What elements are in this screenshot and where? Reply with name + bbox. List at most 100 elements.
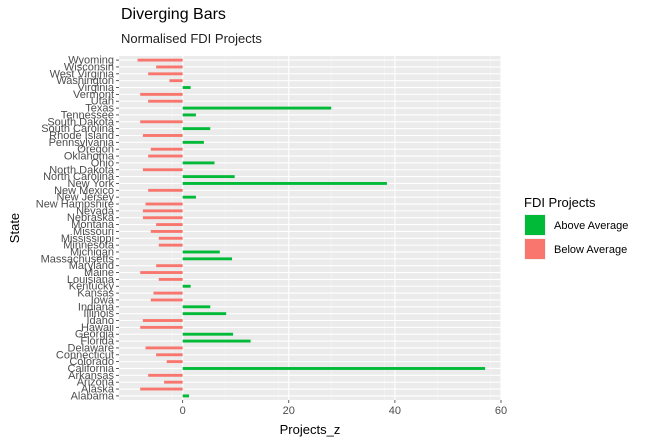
y-tick-label: Connecticut [56,349,114,361]
y-tick-label: West Virginia [50,68,115,80]
bar [182,332,234,336]
y-tick-label: Virginia [78,82,115,94]
bar [150,298,183,302]
y-tick-label: Tennessee [61,109,114,121]
y-tick-label: Texas [85,103,114,115]
bar [164,380,183,384]
bar [140,92,183,96]
bar [156,264,183,268]
chart-subtitle: Normalised FDI Projects [121,31,262,46]
bar [137,58,183,62]
bar [148,373,183,377]
bar [142,134,183,137]
y-tick-label: California [68,363,115,375]
y-tick-label: Alaska [81,384,115,396]
y-tick-label: Maryland [69,260,114,272]
y-tick-label: Iowa [91,294,115,306]
bar [142,209,183,213]
x-axis-title: Projects_z [280,422,341,437]
y-tick-label: Colorado [69,356,114,368]
y-tick-label: Wisconsin [64,61,114,73]
bar [182,113,196,117]
bar [182,106,332,110]
bar [158,277,183,281]
legend-label: Below Average [554,244,627,256]
x-tick-label: 0 [180,405,186,417]
y-tick-label: New Mexico [54,185,114,197]
bar [182,367,486,370]
bar [182,195,196,199]
y-tick-label: Georgia [75,329,115,341]
y-tick-label: Delaware [68,342,114,354]
y-axis-title: State [7,213,22,243]
bar [158,236,183,240]
bar [140,120,183,124]
bar [158,243,183,247]
y-tick-label: Utah [91,96,114,108]
legend-title: FDI Projects [524,195,596,210]
y-tick-label: Ohio [91,157,114,169]
bar [182,305,211,309]
bar [182,250,220,254]
y-tick-label: Rhode Island [49,130,114,142]
bar [148,154,183,158]
bar [182,339,251,343]
bar [150,147,183,151]
y-tick-label: Oregon [77,144,114,156]
bar [182,182,387,185]
y-tick-label: Illinois [83,308,114,320]
bar [166,360,183,364]
y-tick-label: Nevada [76,205,115,217]
y-tick-label: Arizona [77,377,115,389]
y-tick-label: Vermont [73,89,114,101]
y-tick-label: Missouri [73,226,114,238]
y-tick-label: Idaho [86,315,114,327]
bar [182,175,235,179]
bar [182,140,204,144]
y-tick-label: Indiana [78,301,115,313]
y-tick-label: Alabama [71,390,115,402]
y-tick-label: Louisiana [67,274,115,286]
y-tick-label: South Carolina [41,123,115,135]
y-tick-label: Michigan [70,246,114,258]
y-tick-label: Kansas [77,288,114,300]
bar [140,271,183,274]
bar [140,387,183,391]
bar [182,394,190,398]
legend-label: Above Average [554,220,628,232]
bar [150,229,183,233]
y-tick-label: Montana [71,219,115,231]
bar [182,86,191,89]
bar [182,161,215,165]
y-tick-label: Kentucky [69,281,115,293]
bar [182,257,233,261]
y-tick-label: Pennsylvania [49,137,115,149]
y-tick-label: Washington [56,75,114,87]
legend-key [525,239,545,259]
bar [156,223,183,227]
bar [182,312,227,316]
bar [153,291,183,295]
bar [142,168,183,172]
y-tick-label: Nebraska [67,212,115,224]
x-tick-label: 60 [495,405,507,417]
bar [142,216,183,220]
x-tick-label: 40 [389,405,401,417]
chart-title: Diverging Bars [121,6,226,23]
y-tick-label: South Dakota [47,116,115,128]
bar [145,346,183,350]
bar [182,284,191,288]
bar [182,127,211,131]
y-tick-label: Arkansas [68,370,114,382]
bar [156,353,183,357]
y-tick-label: New York [68,178,115,190]
x-tick-label: 20 [283,405,295,417]
bar [169,79,183,83]
bar [145,202,183,206]
y-tick-label: Mississippi [61,233,114,245]
y-tick-label: New Hampshire [36,199,114,211]
bar [156,65,183,69]
bar [142,319,183,322]
